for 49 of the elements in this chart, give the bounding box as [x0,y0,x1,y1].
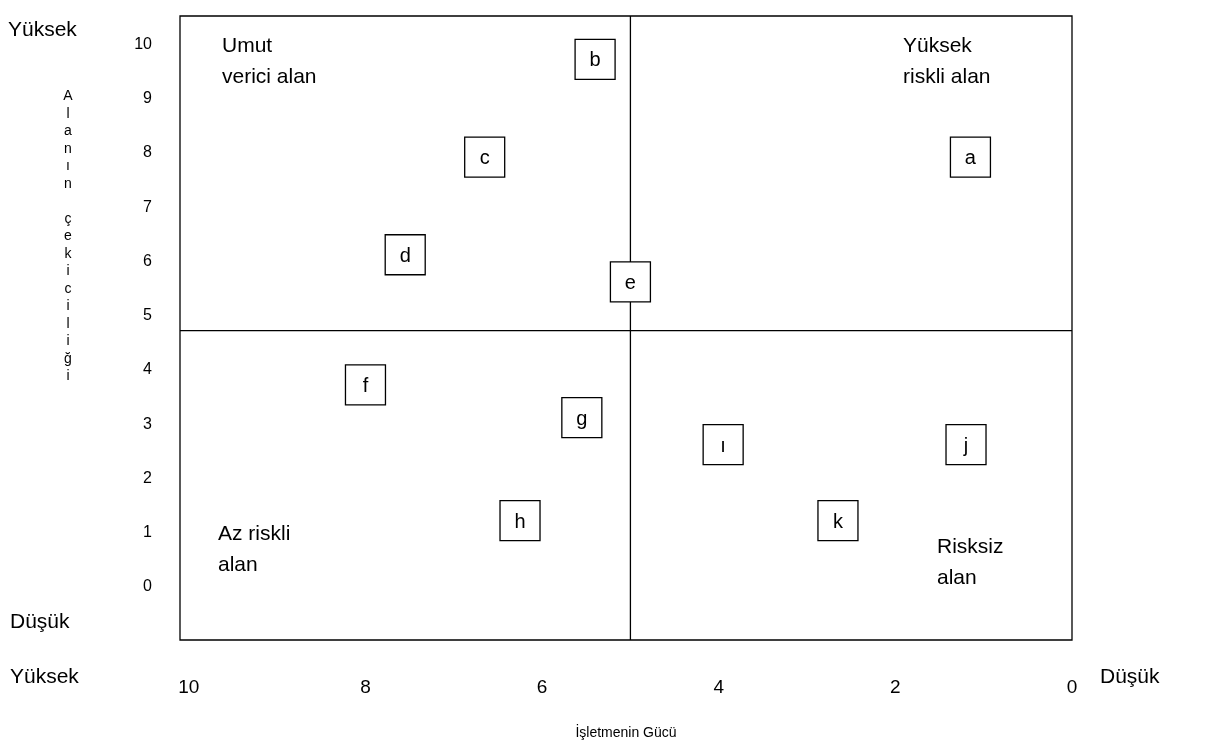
annotation: Umut verici alan [222,33,317,87]
x-tick-label: 8 [360,676,371,698]
text: Düşük [1100,664,1161,687]
series-label: e [624,270,636,293]
y-tick-label: 2 [143,468,153,486]
y-tick-label: 5 [143,306,153,324]
x-tick-label: 10 [178,676,200,698]
series-label: g [576,406,588,429]
series-label: k [832,509,844,532]
point [384,234,426,276]
x-tick-label: 6 [536,676,548,698]
series-label: h [514,509,526,532]
text: Yüksek [8,17,78,40]
y-tick-label: 0 [143,577,153,595]
annotation: Az riskli alan [218,521,291,575]
text: Düşük [10,609,71,632]
point [945,424,987,466]
series-label: ı [720,433,726,456]
point [344,364,387,406]
series-label: j [962,433,969,456]
annotation: Risksiz alan [937,534,1004,588]
point [561,396,603,439]
y-tick-label: 4 [143,360,153,378]
y-tick-label: 10 [134,34,153,52]
text: Yüksek [10,664,80,687]
y-tick-label: 6 [143,251,153,269]
point [609,261,652,303]
y-tick-label: 3 [143,414,153,432]
point [499,499,541,542]
annotation: Yüksek riskli alan [903,33,991,87]
x-tick-label: 2 [890,676,901,698]
point [464,136,506,178]
y-tick-label: 1 [143,523,153,541]
x-tick-label: 0 [1066,676,1078,698]
series-label: a [964,146,977,169]
point [702,424,744,466]
series-label: d [399,243,411,266]
point [949,136,992,178]
y-tick-label: 8 [143,143,153,161]
y-tick-label: 7 [143,197,153,215]
text: Alanın çekiciliği [63,87,73,383]
series-label: f [362,373,369,396]
series-label: c [479,146,490,169]
x-tick-label: 4 [713,676,725,698]
x-axis-title: İşletmenin Gücü [575,723,677,740]
point [817,499,859,542]
series-label: b [589,48,601,71]
y-tick-label: 9 [143,89,153,107]
point [574,38,616,81]
